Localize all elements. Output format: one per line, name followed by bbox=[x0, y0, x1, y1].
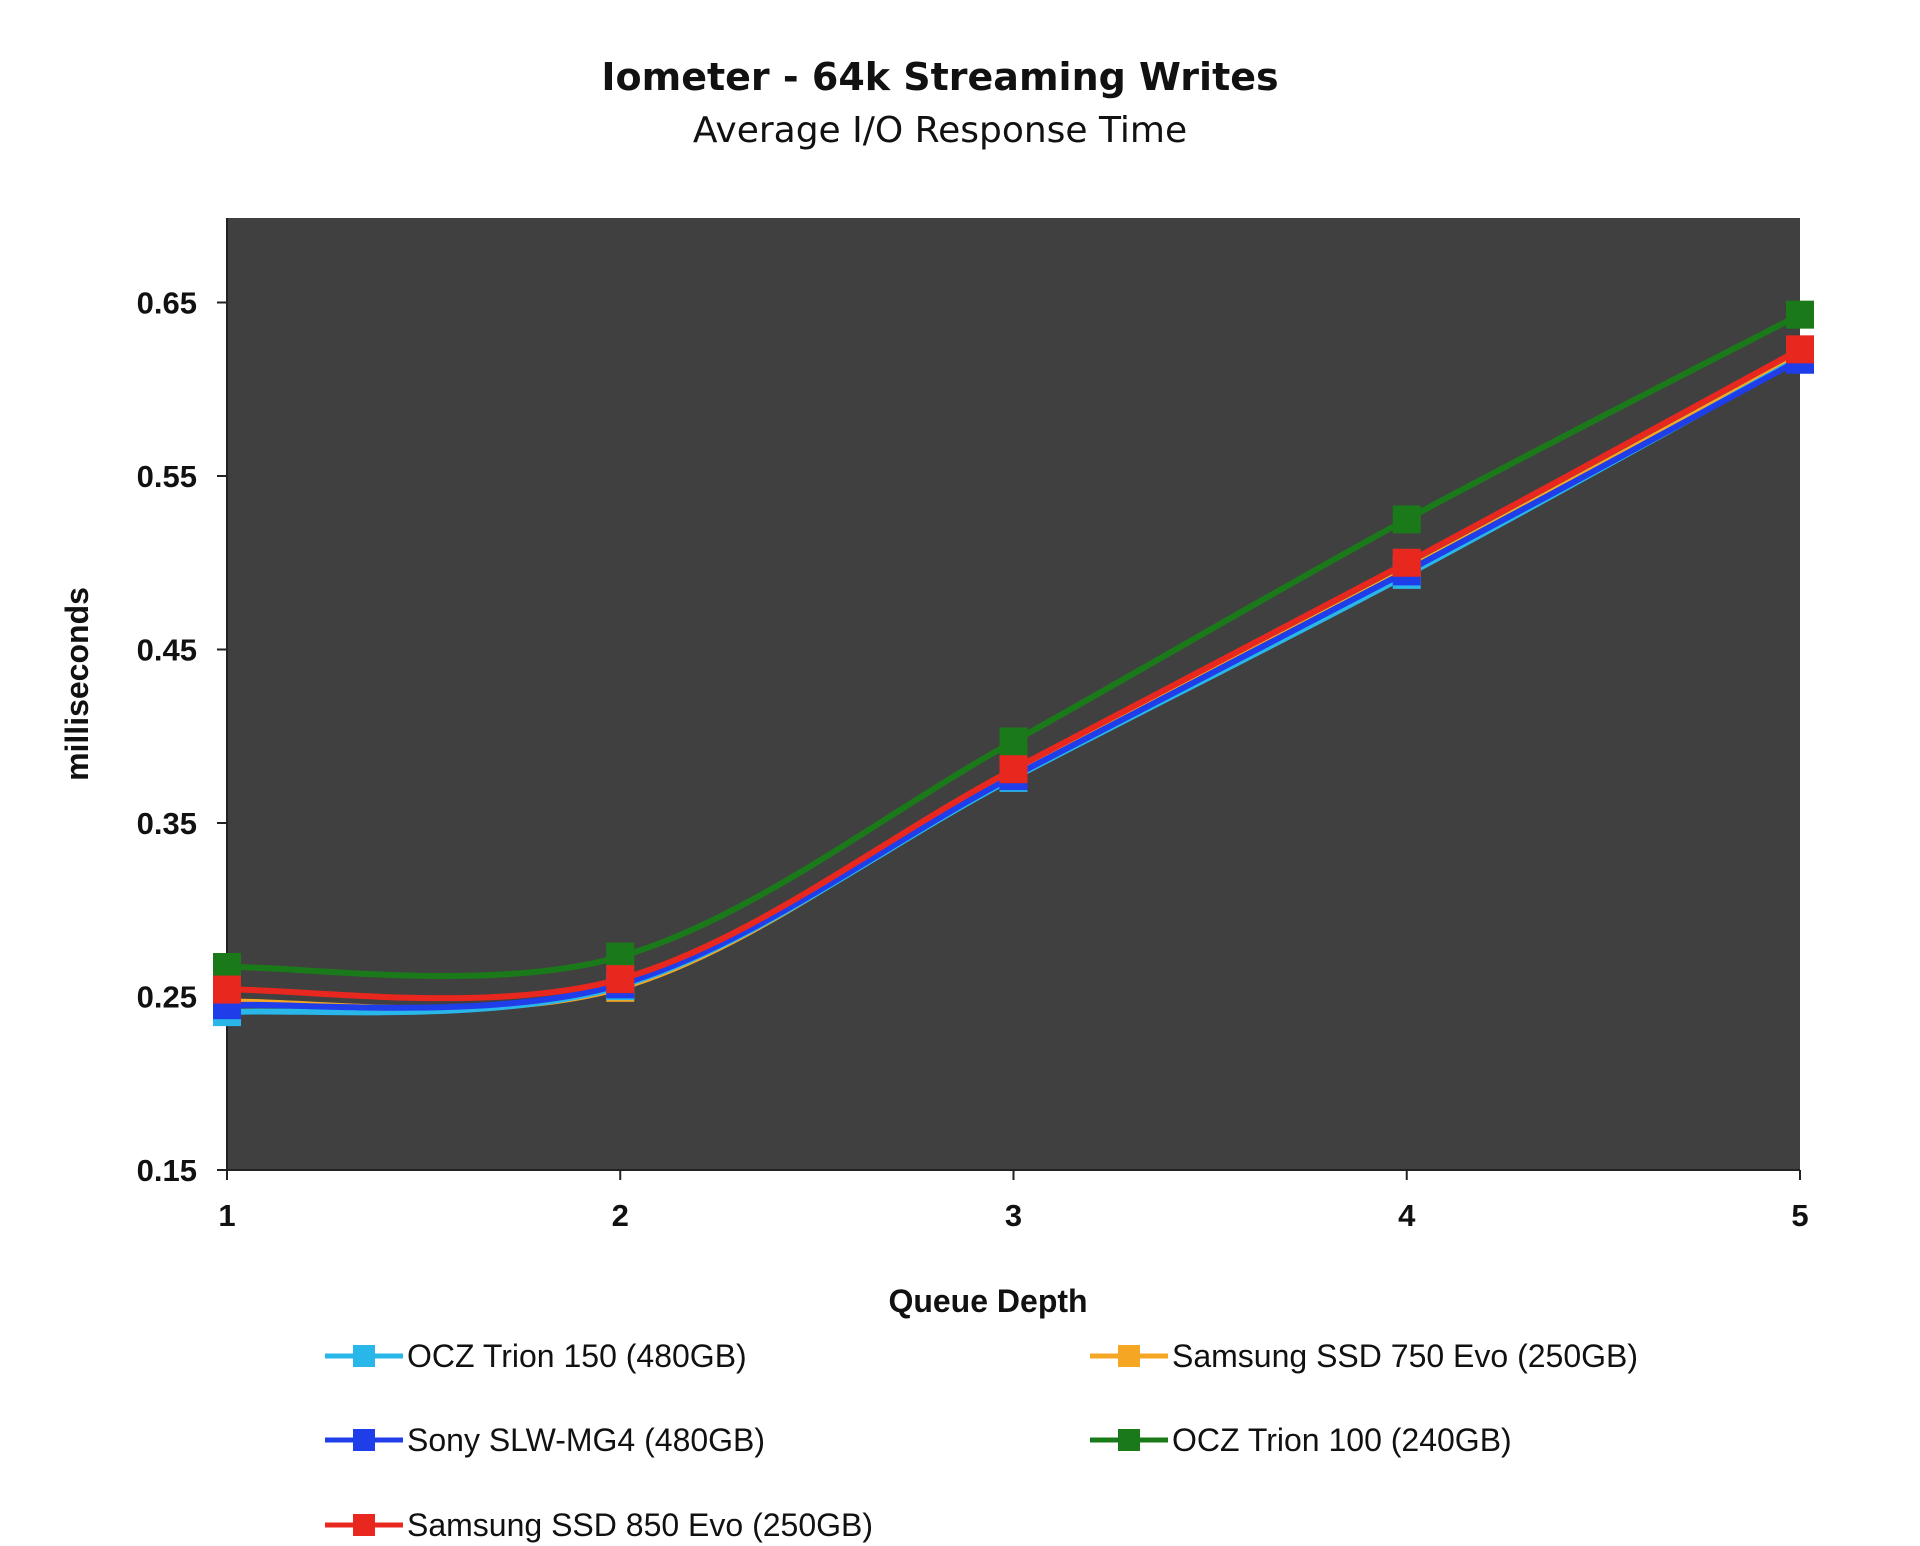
legend-label: OCZ Trion 150 (480GB) bbox=[407, 1338, 747, 1374]
y-tick-label: 0.35 bbox=[137, 806, 197, 841]
y-tick-label: 0.15 bbox=[137, 1153, 197, 1188]
legend-item: OCZ Trion 100 (240GB) bbox=[1090, 1422, 1512, 1458]
x-tick-label: 4 bbox=[1398, 1198, 1416, 1233]
legend-marker bbox=[1118, 1345, 1140, 1367]
plot-area bbox=[227, 218, 1800, 1170]
y-axis-label: milliseconds bbox=[59, 587, 95, 781]
data-point bbox=[999, 755, 1028, 784]
legend-label: Samsung SSD 850 Evo (250GB) bbox=[407, 1507, 873, 1543]
legend-item: Samsung SSD 750 Evo (250GB) bbox=[1090, 1338, 1638, 1374]
legend-marker bbox=[353, 1345, 375, 1367]
data-point bbox=[1786, 335, 1814, 364]
x-tick-label: 1 bbox=[218, 1198, 235, 1233]
y-tick-label: 0.65 bbox=[137, 286, 197, 321]
data-point bbox=[606, 965, 635, 994]
legend-marker bbox=[353, 1429, 375, 1451]
legend-label: Sony SLW-MG4 (480GB) bbox=[407, 1422, 765, 1458]
data-point bbox=[1392, 505, 1421, 534]
y-tick-label: 0.45 bbox=[137, 633, 197, 668]
legend-item: Sony SLW-MG4 (480GB) bbox=[325, 1422, 765, 1458]
y-tick-label: 0.25 bbox=[137, 980, 197, 1015]
x-tick-label: 2 bbox=[612, 1198, 629, 1233]
data-point bbox=[1786, 300, 1814, 329]
chart-title: Iometer - 64k Streaming Writes bbox=[601, 55, 1278, 99]
legend-marker bbox=[353, 1514, 375, 1536]
legend-label: Samsung SSD 750 Evo (250GB) bbox=[1172, 1338, 1638, 1374]
series-4 bbox=[213, 335, 1814, 1004]
axes: 0.15 0.25 0.35 0.45 0.55 0.65 1 2 3 4 5 bbox=[137, 218, 1809, 1233]
series-3 bbox=[213, 300, 1814, 982]
x-tick-label: 5 bbox=[1791, 1198, 1808, 1233]
legend-item: OCZ Trion 150 (480GB) bbox=[325, 1338, 747, 1374]
chart-subtitle: Average I/O Response Time bbox=[693, 110, 1187, 151]
y-tick-label: 0.55 bbox=[137, 459, 197, 494]
x-tick-label: 3 bbox=[1005, 1198, 1022, 1233]
legend: OCZ Trion 150 (480GB) Samsung SSD 750 Evo… bbox=[325, 1338, 1638, 1543]
data-point bbox=[213, 975, 241, 1004]
legend-label: OCZ Trion 100 (240GB) bbox=[1172, 1422, 1512, 1458]
data-point bbox=[999, 727, 1028, 756]
legend-item: Samsung SSD 850 Evo (250GB) bbox=[325, 1507, 873, 1543]
x-axis-label: Queue Depth bbox=[888, 1283, 1087, 1319]
data-point bbox=[1392, 548, 1421, 577]
series-layer bbox=[213, 300, 1814, 1027]
legend-marker bbox=[1118, 1429, 1140, 1451]
